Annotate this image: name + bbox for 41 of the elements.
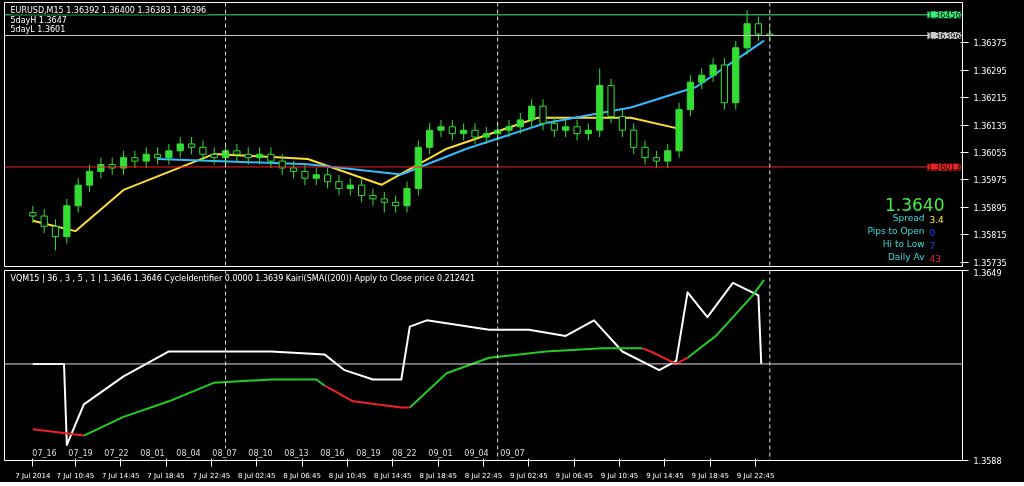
annotation: 7 (929, 240, 936, 251)
annotation: Spread (892, 212, 925, 223)
annotation: 08_22 (392, 448, 417, 458)
annotation: 08_07 (212, 448, 237, 458)
y-tick-label: 1.36055 (973, 149, 1007, 159)
annotation: 43 (929, 253, 941, 264)
annotation: 08_16 (320, 448, 345, 458)
annotation: 3.4 (929, 214, 945, 225)
annotation: 08_13 (284, 448, 309, 458)
y-tick-label: 1.3649 (973, 268, 1002, 278)
annotation: 1.3640 (885, 194, 945, 215)
annotation: Hi to Low (882, 238, 925, 249)
y-tick-label: 1.35815 (973, 231, 1007, 241)
annotation: 0 (929, 227, 936, 238)
y-tick-label: 1.36215 (973, 94, 1007, 104)
annotation: 08_04 (176, 448, 201, 458)
annotation: 09_04 (464, 448, 489, 458)
y-tick-label: 1.36375 (973, 39, 1007, 49)
annotation: 07_22 (104, 448, 129, 458)
y-tick-label: 1.3588 (973, 457, 1002, 466)
annotation: 08_01 (140, 448, 165, 458)
annotation: 08_10 (248, 448, 273, 458)
annotation: 5dayH 1.3647 (10, 15, 67, 25)
annotation: 09_01 (428, 448, 453, 458)
annotation: Daily Av (887, 251, 926, 262)
annotation: 07_19 (68, 448, 93, 458)
annotation: Pips to Open (867, 225, 925, 236)
annotation: 08_19 (356, 448, 381, 458)
y-tick-label: 1.36295 (973, 66, 1007, 76)
ref-line-label: 1.36396 (927, 31, 961, 41)
ref-line-label: 1.36013 (927, 163, 961, 173)
y-tick-label: 1.36135 (973, 121, 1007, 131)
chart-title: EURUSD,M15 1.36392 1.36400 1.36383 1.36396 (10, 5, 207, 15)
annotation: 09_07 (500, 448, 525, 458)
y-tick-label: 1.35895 (973, 203, 1007, 213)
y-tick-label: 1.35975 (973, 176, 1007, 186)
chart-title: VQM15 | 36 , 3 , 5 , 1 | 1.3646 1.3646 CycleIdentifier 0.0000 1.3639 Kairi(SMA((200)) Apply to Close price 0.212421 (10, 273, 476, 283)
annotation: 07_16 (32, 448, 57, 458)
y-tick-label: 1.35735 (973, 258, 1007, 268)
annotation: 5dayL 1.3601 (10, 24, 66, 34)
ref-line-label: 1.36456 (927, 11, 961, 21)
